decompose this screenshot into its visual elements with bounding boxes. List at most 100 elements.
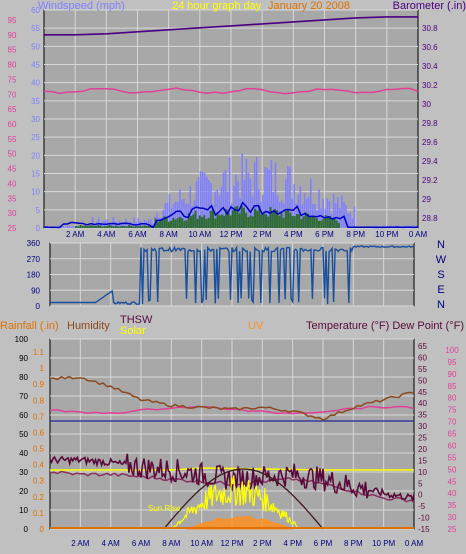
- left-scale-tick-label: 45: [8, 165, 17, 174]
- barometer-tick-label: 29: [422, 195, 431, 204]
- wind-avg-fill-bar: [269, 207, 272, 228]
- wind-gust-bar: [231, 203, 233, 228]
- wind-gust-bar: [199, 171, 202, 228]
- wind-gust-bar: [249, 178, 252, 228]
- wind-gust-bar: [326, 198, 329, 228]
- wind-avg-fill-bar: [194, 210, 197, 228]
- temperature-tick-label: 35: [418, 411, 427, 420]
- compass-direction-label: S: [437, 269, 444, 281]
- rainfall-tick-label: 0.7: [33, 412, 45, 421]
- wind-gust-bar: [343, 201, 345, 228]
- wind-gust-bar: [112, 217, 115, 228]
- wind-avg-fill-bar: [88, 225, 91, 228]
- barometer-tick-label: 29.4: [422, 157, 438, 166]
- wind-avg-fill-bar: [289, 212, 292, 228]
- wind-avg-fill-bar: [170, 220, 173, 228]
- direction-tick-label: 360: [27, 239, 41, 248]
- left-scale-tick-label: 50: [8, 150, 17, 159]
- wind-gust-bar: [141, 222, 144, 228]
- bottom-time-tick-label: 2 PM: [253, 539, 272, 548]
- windspeed-average-line: [43, 201, 419, 229]
- wind-gust-bar: [185, 203, 187, 228]
- windspeed-tick-label: 55: [31, 24, 40, 33]
- wind-avg-fill-bar: [139, 225, 142, 228]
- wind-avg-fill-bar: [75, 225, 78, 228]
- left-scale-tick-label: 35: [8, 194, 17, 203]
- wind-avg-fill-bar: [106, 225, 109, 228]
- wind-gust-bar: [164, 203, 167, 228]
- wind-avg-fill-bar: [181, 218, 184, 228]
- left-scale-tick-label: 85: [8, 46, 17, 55]
- right-scale-tick-label: 50: [448, 465, 457, 474]
- wind-gust-bar: [320, 208, 322, 228]
- temperature-line: [49, 453, 415, 503]
- wind-avg-fill-bar: [178, 216, 181, 228]
- top-time-tick-label: 6 AM: [128, 230, 147, 239]
- wind-avg-fill-bar: [278, 215, 281, 228]
- wind-gust-bar: [266, 167, 268, 228]
- humidity-tick-label: 30: [19, 468, 28, 477]
- wind-avg-fill-bar: [201, 217, 204, 228]
- wind-avg-fill-bar: [90, 225, 93, 228]
- rainfall-tick-label: 0.8: [33, 396, 45, 405]
- wind-avg-fill-bar: [128, 225, 131, 228]
- temperature-tick-label: 5: [418, 479, 423, 488]
- wind-avg-fill-bar: [311, 216, 314, 228]
- wind-avg-fill-bar: [240, 205, 243, 228]
- wind-gust-bar: [91, 217, 94, 228]
- left-scale-tick-label: 30: [8, 209, 17, 218]
- wind-gust-bar: [255, 156, 258, 228]
- wind-gust-bar: [116, 222, 119, 228]
- temperature-tick-label: 20: [418, 445, 427, 454]
- wind-avg-fill-bar: [196, 218, 199, 228]
- wind-avg-fill-bar: [97, 225, 100, 228]
- wind-gust-bar: [71, 226, 73, 228]
- wind-avg-fill-bar: [114, 225, 117, 228]
- wind-avg-fill-bar: [298, 214, 301, 228]
- wind-gust-bar: [237, 181, 239, 228]
- wind-avg-fill-bar: [320, 220, 323, 228]
- left-scale-tick-label: 80: [8, 61, 17, 70]
- bottom-time-tick-label: 8 PM: [344, 539, 363, 548]
- right-scale-tick-label: 95: [448, 358, 457, 367]
- wind-gust-bar: [120, 221, 123, 228]
- wind-gust-bar: [251, 196, 254, 228]
- rainfall-axis-label: Rainfall (.in): [0, 320, 59, 332]
- wind-gust-bar: [247, 172, 250, 228]
- windspeed-tick-label: 25: [31, 133, 40, 142]
- humidity-tick-label: 10: [19, 506, 28, 515]
- windspeed-tick-label: 30: [31, 115, 40, 124]
- compass-direction-label: N: [437, 299, 445, 311]
- wind-avg-fill-bar: [110, 225, 113, 228]
- wind-gust-bar: [260, 201, 262, 228]
- wind-avg-fill-bar: [112, 226, 115, 228]
- wind-avg-fill-bar: [77, 226, 80, 228]
- top-time-tick-label: 10 PM: [375, 230, 398, 239]
- wind-gust-bar: [183, 198, 185, 228]
- wind-avg-fill-bar: [284, 211, 287, 228]
- wind-avg-fill-bar: [238, 213, 241, 228]
- wind-gust-bar: [170, 207, 173, 228]
- wind-gust-bar: [322, 198, 325, 228]
- solar-radiation-line: [170, 475, 301, 530]
- top-time-tick-label: 2 AM: [66, 230, 85, 239]
- right-scale-tick-label: 45: [448, 477, 457, 486]
- temperature-tick-label: 25: [418, 434, 427, 443]
- wind-gust-bar: [328, 201, 331, 228]
- wind-gust-bar: [166, 202, 169, 228]
- wind-gust-bar: [149, 219, 152, 228]
- wind-avg-fill-bar: [192, 214, 195, 228]
- wind-gust-bar: [270, 159, 273, 228]
- wind-avg-fill-bar: [165, 218, 168, 228]
- wind-avg-fill-bar: [159, 220, 162, 228]
- wind-avg-fill-bar: [234, 206, 237, 228]
- graph-period-label: 24 hour graph day: [172, 0, 262, 12]
- wind-gust-bar: [282, 203, 285, 228]
- wind-gust-bar: [291, 198, 293, 228]
- wind-avg-fill-bar: [304, 212, 307, 228]
- wind-avg-fill-bar: [326, 216, 329, 228]
- left-scale-tick-label: 25: [8, 224, 17, 233]
- wind-avg-fill-bar: [212, 208, 215, 228]
- solar-label: Solar: [120, 325, 146, 337]
- rainfall-tick-label: 1: [40, 364, 45, 373]
